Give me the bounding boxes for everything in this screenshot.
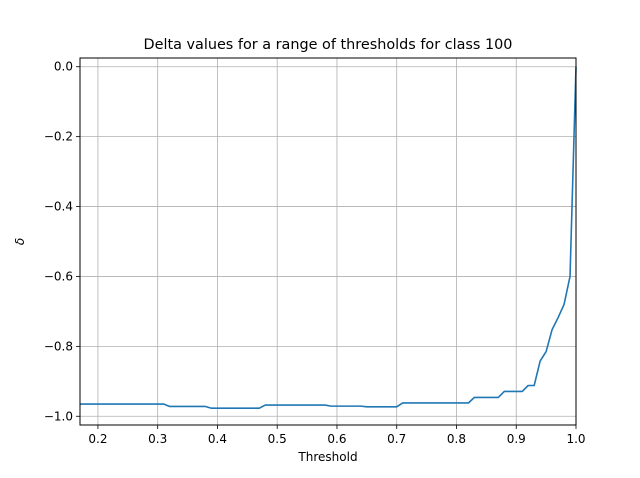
x-tick-label: 0.2 [88,432,107,446]
x-axis-label: Threshold [297,450,357,464]
y-tick-label: −0.6 [44,269,73,283]
y-tick-label: 0.0 [54,60,73,74]
x-tick-label: 1.0 [566,432,585,446]
x-tick-label: 0.4 [208,432,227,446]
x-tick-label: 0.6 [327,432,346,446]
chart-title: Delta values for a range of thresholds f… [144,37,513,53]
series-line [80,66,577,410]
y-tick-label: −0.4 [44,200,73,214]
x-tick-label: 0.5 [268,432,287,446]
plot-frame [79,57,577,426]
y-tick-label: −1.0 [44,409,73,423]
x-axis: 0.2 0.3 0.4 0.5 0.6 0.7 0.8 0.9 1.0 [88,425,586,446]
x-tick-label: 0.3 [148,432,167,446]
y-tick-label: −0.8 [44,339,73,353]
series-layer [80,66,577,410]
x-tick-label: 0.8 [447,432,466,446]
y-axis: 0.0 −0.2 −0.4 −0.6 −0.8 −1.0 [44,60,80,423]
x-tick-label: 0.7 [387,432,406,446]
x-tick-label: 0.9 [507,432,526,446]
y-axis-label: δ [13,238,27,245]
y-tick-label: −0.2 [44,130,73,144]
grid [80,58,577,425]
